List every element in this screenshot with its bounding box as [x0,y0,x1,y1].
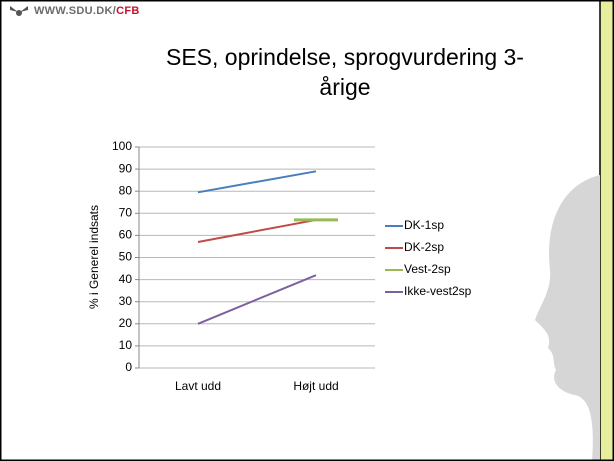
y-tick-label: 0 [125,360,132,374]
y-tick-label: 80 [119,183,133,197]
logo-icon [10,6,28,16]
legend-label: DK-2sp [404,240,444,254]
side-strip [600,0,614,461]
y-tick-label: 70 [119,205,133,219]
logo-site: WWW.SDU.DK/ [34,5,117,17]
y-tick-label: 40 [119,272,133,286]
series-line [197,170,317,194]
logo: WWW.SDU.DK/CFB [34,5,140,17]
legend-label: Ikke-vest2sp [404,284,472,298]
series-line [197,218,317,244]
x-tick-label: Højt udd [293,379,338,393]
x-tick-label: Lavt udd [175,379,221,393]
y-tick-label: 30 [119,294,133,308]
y-tick-label: 20 [119,316,133,330]
y-tick-label: 10 [119,338,133,352]
slide-title: SES, oprindelse, sprogvurdering 3-årige [166,44,524,100]
series-line [197,274,317,325]
legend-label: DK-1sp [404,218,444,232]
y-tick-label: 50 [119,250,133,264]
legend-label: Vest-2sp [404,262,451,276]
y-axis-label: % i Generel indsats [87,205,101,309]
y-tick-label: 100 [112,139,132,153]
face-silhouette [535,175,600,461]
logo-section: CFB [116,5,140,17]
y-tick-label: 60 [119,228,133,242]
y-tick-label: 90 [119,161,133,175]
